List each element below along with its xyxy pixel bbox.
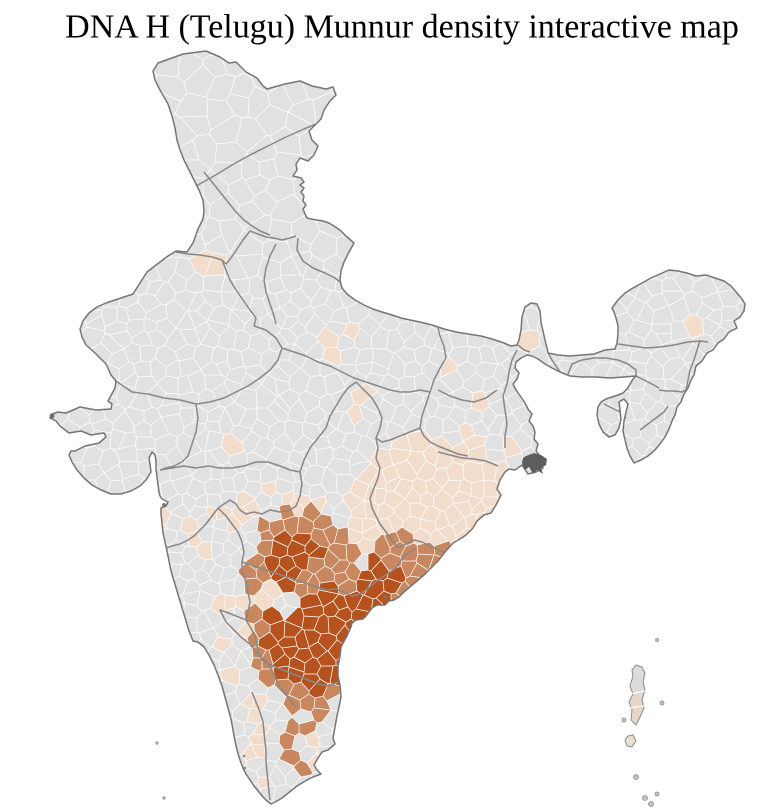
svg-text:DNA H (Telugu) Munnur density: DNA H (Telugu) Munnur density interactiv… xyxy=(65,9,739,46)
